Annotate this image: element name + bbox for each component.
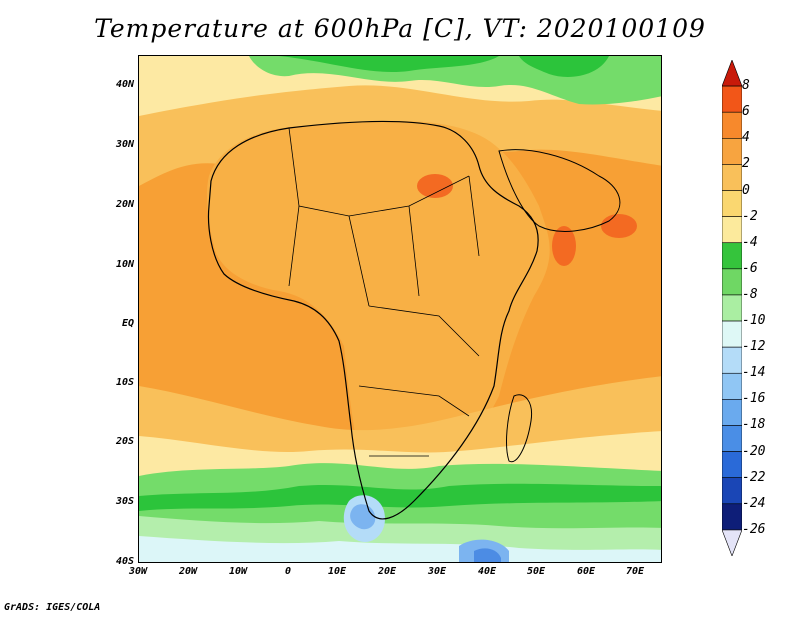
colorbar-segment [722, 451, 742, 478]
colorbar-tick-label: -12 [742, 339, 766, 355]
colorbar-tick-label: -10 [742, 313, 766, 329]
colorbar-segment [722, 477, 742, 505]
colorbar-tick-label: -2 [742, 208, 758, 224]
temperature-map [139, 56, 661, 562]
colorbar [722, 60, 742, 556]
colorbar-segment [722, 320, 742, 348]
colorbar-tick-label: 2 [742, 156, 750, 172]
colorbar-tick-label: -20 [742, 443, 766, 459]
colorbar-segment [722, 190, 742, 217]
lat-label-eq: EQ [121, 318, 134, 329]
lon-label-10w: 10W [228, 566, 248, 577]
country-borders-south [358, 305, 480, 457]
chart-title: Temperature at 600hPa [C], VT: 202010010… [94, 14, 706, 43]
south-cyan-region [139, 536, 661, 562]
africa-coastline [207, 120, 539, 520]
lat-label-40n: 40N [115, 79, 134, 90]
colorbar-segment [722, 425, 742, 452]
map-panel [138, 55, 662, 563]
colorbar-tick-label: -14 [742, 365, 766, 381]
country-borders-central [288, 175, 480, 307]
north-green-dark-east [519, 56, 609, 77]
colorbar-segment [722, 111, 742, 139]
colorbar-segment [722, 372, 742, 400]
south-green-dark-band [139, 483, 661, 511]
credit-text: GrADS: IGES/COLA [4, 602, 101, 613]
arabia-outline [498, 149, 621, 232]
colorbar-tick-label: 0 [742, 182, 750, 198]
cold-blob-south-core [474, 548, 501, 562]
lon-label-30e: 30E [427, 566, 447, 577]
lat-label-20n: 20N [115, 199, 134, 210]
colorbar-segment [722, 294, 742, 322]
colorbar-segment [722, 85, 742, 113]
colorbar-segment [722, 503, 742, 531]
colorbar-tick-label: 6 [742, 104, 750, 120]
hot-spot-arabian-sea [601, 214, 637, 238]
lat-label-10s: 10S [115, 377, 134, 388]
colorbar-tick-label: -24 [742, 495, 766, 511]
lat-label-30n: 30N [115, 139, 134, 150]
lon-label-30w: 30W [128, 566, 148, 577]
hot-spot-somalia [552, 226, 576, 266]
lon-label-20e: 20E [377, 566, 397, 577]
colorbar-segment [722, 216, 742, 244]
colorbar-tick-label: -8 [742, 286, 758, 302]
colorbar-tick-label: -6 [742, 260, 758, 276]
colorbar-tick-label: -4 [742, 234, 758, 250]
lat-label-20s: 20S [115, 436, 134, 447]
colorbar-tick-label: -22 [742, 469, 766, 485]
colorbar-tick-label: 8 [742, 78, 750, 94]
colorbar-tick-label: -16 [742, 391, 766, 407]
colorbar-segment [722, 242, 742, 270]
colorbar-segment [722, 60, 742, 87]
lat-label-10n: 10N [115, 259, 134, 270]
lon-label-20w: 20W [178, 566, 198, 577]
lon-label-0: 0 [284, 566, 292, 577]
colorbar-segment [722, 138, 742, 165]
colorbar-segment [722, 346, 742, 374]
madagascar-outline [506, 394, 533, 463]
lon-label-40e: 40E [477, 566, 497, 577]
hot-spot-sudan [417, 174, 453, 198]
lat-label-30s: 30S [115, 496, 134, 507]
colorbar-segment [722, 529, 742, 556]
colorbar-segment [722, 164, 742, 191]
colorbar-tick-label: -18 [742, 417, 766, 433]
lon-label-60e: 60E [576, 566, 596, 577]
lon-label-10e: 10E [327, 566, 347, 577]
colorbar-segment [722, 268, 742, 296]
lon-label-70e: 70E [625, 566, 645, 577]
lon-label-50e: 50E [526, 566, 546, 577]
lat-label-40s: 40S [115, 556, 134, 567]
colorbar-tick-label: 4 [742, 130, 750, 146]
colorbar-segment [722, 399, 742, 426]
north-green-dark [279, 56, 499, 73]
colorbar-tick-label: -26 [742, 521, 766, 537]
